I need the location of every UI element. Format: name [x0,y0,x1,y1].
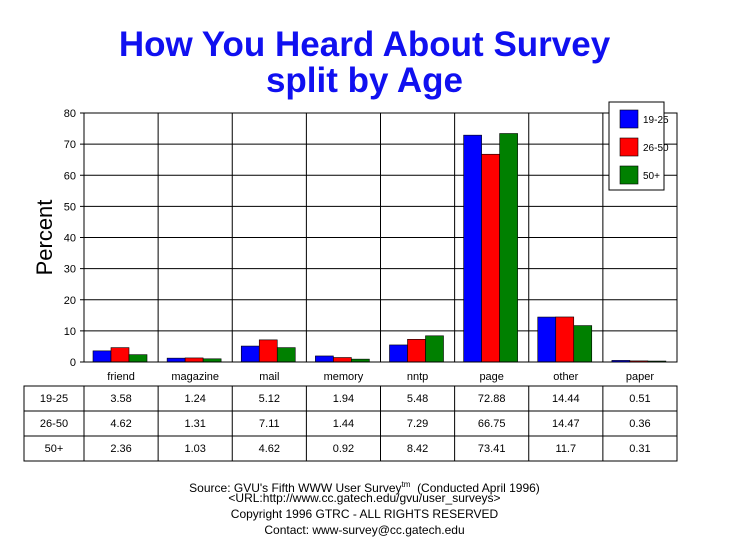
y-tick-label: 20 [64,295,76,307]
legend-swatch [619,109,639,129]
footer-url: <URL:http://www.cc.gatech.edu/gvu/user_s… [228,491,501,505]
y-tick-label: 60 [64,170,76,182]
table-cell: 2.36 [110,443,131,455]
y-tick-label: 70 [64,139,76,151]
table-cell: 14.44 [552,393,580,405]
table-cell: 66.75 [478,418,506,430]
chart-title: How You Heard About Survey [118,25,611,64]
conducted-text: (Conducted April 1996) [417,481,540,495]
bar-magazine-19-25 [166,357,186,363]
table-row-label: 19-25 [40,393,68,405]
bar-memory-19-25 [315,355,334,363]
table-cell: 4.62 [259,443,280,455]
bar-friend-50+ [128,354,148,363]
table-cell: 5.12 [259,393,280,405]
bar-other-26-50 [555,316,575,363]
bar-other-50+ [573,325,593,363]
table-row-label: 26-50 [40,418,68,430]
x-tick-label: nntp [407,371,428,383]
table-cell: 14.47 [552,418,580,430]
footer-contact: Contact: www-survey@cc.gatech.edu [264,523,465,537]
tm-mark: tm [401,480,411,489]
table-cell: 7.29 [407,418,428,430]
y-tick-label: 10 [64,326,76,338]
x-tick-label: friend [107,371,135,383]
table-cell: 72.88 [478,393,506,405]
y-tick-label: 30 [64,264,76,276]
table-cell: 1.03 [184,443,205,455]
bar-friend-19-25 [92,350,112,363]
bar-page-26-50 [481,153,500,363]
chart-subtitle: split by Age [265,61,464,100]
legend-label: 26-50 [643,143,669,154]
legend-swatch [619,165,639,185]
y-tick-label: 0 [70,357,76,369]
y-tick-label: 40 [64,233,76,245]
x-tick-label: memory [324,371,364,383]
bar-friend-26-50 [110,347,130,363]
legend-label: 50+ [643,171,660,182]
table-cell: 3.58 [110,393,131,405]
bar-other-19-25 [537,316,557,363]
bar-page-50+ [499,133,518,363]
footer-source: Source: GVU's Fifth WWW User Surveytm (C… [0,477,729,496]
table-cell: 1.94 [333,393,354,405]
bar-mail-26-50 [258,339,278,363]
bar-nntp-50+ [425,335,444,363]
table-cell: 0.31 [629,443,650,455]
x-tick-label: paper [626,371,654,383]
x-tick-label: magazine [171,371,219,383]
x-tick-label: other [553,371,578,383]
y-axis-label: Percent [32,200,57,276]
bar-nntp-26-50 [407,339,426,363]
bar-magazine-26-50 [184,357,204,363]
bar-memory-26-50 [333,357,352,363]
bar-page-19-25 [463,134,482,363]
table-cell: 0.92 [333,443,354,455]
table-cell: 0.51 [629,393,650,405]
legend-swatch [619,137,639,157]
table-cell: 0.36 [629,418,650,430]
source-text: Source: GVU's Fifth WWW User Survey [189,481,402,495]
table-row-label: 50+ [45,443,64,455]
table-cell: 5.48 [407,393,428,405]
table-cell: 4.62 [110,418,131,430]
y-tick-label: 50 [64,201,76,213]
table-cell: 73.41 [478,443,506,455]
table-cell: 1.31 [184,418,205,430]
plot-frame [83,112,678,363]
table-cell: 1.44 [333,418,354,430]
legend-label: 19-25 [643,115,669,126]
y-tick-label: 80 [64,108,76,120]
table-cell: 11.7 [556,443,577,455]
bar-mail-19-25 [240,345,260,363]
footer-copyright: Copyright 1996 GTRC - ALL RIGHTS RESERVE… [230,507,499,521]
table-cell: 8.42 [407,443,428,455]
x-tick-label: page [479,371,503,383]
table-cell: 1.24 [184,393,205,405]
bar-mail-50+ [276,347,296,363]
table-cell: 7.11 [259,418,280,430]
x-tick-label: mail [259,371,279,383]
bar-nntp-19-25 [389,344,408,363]
